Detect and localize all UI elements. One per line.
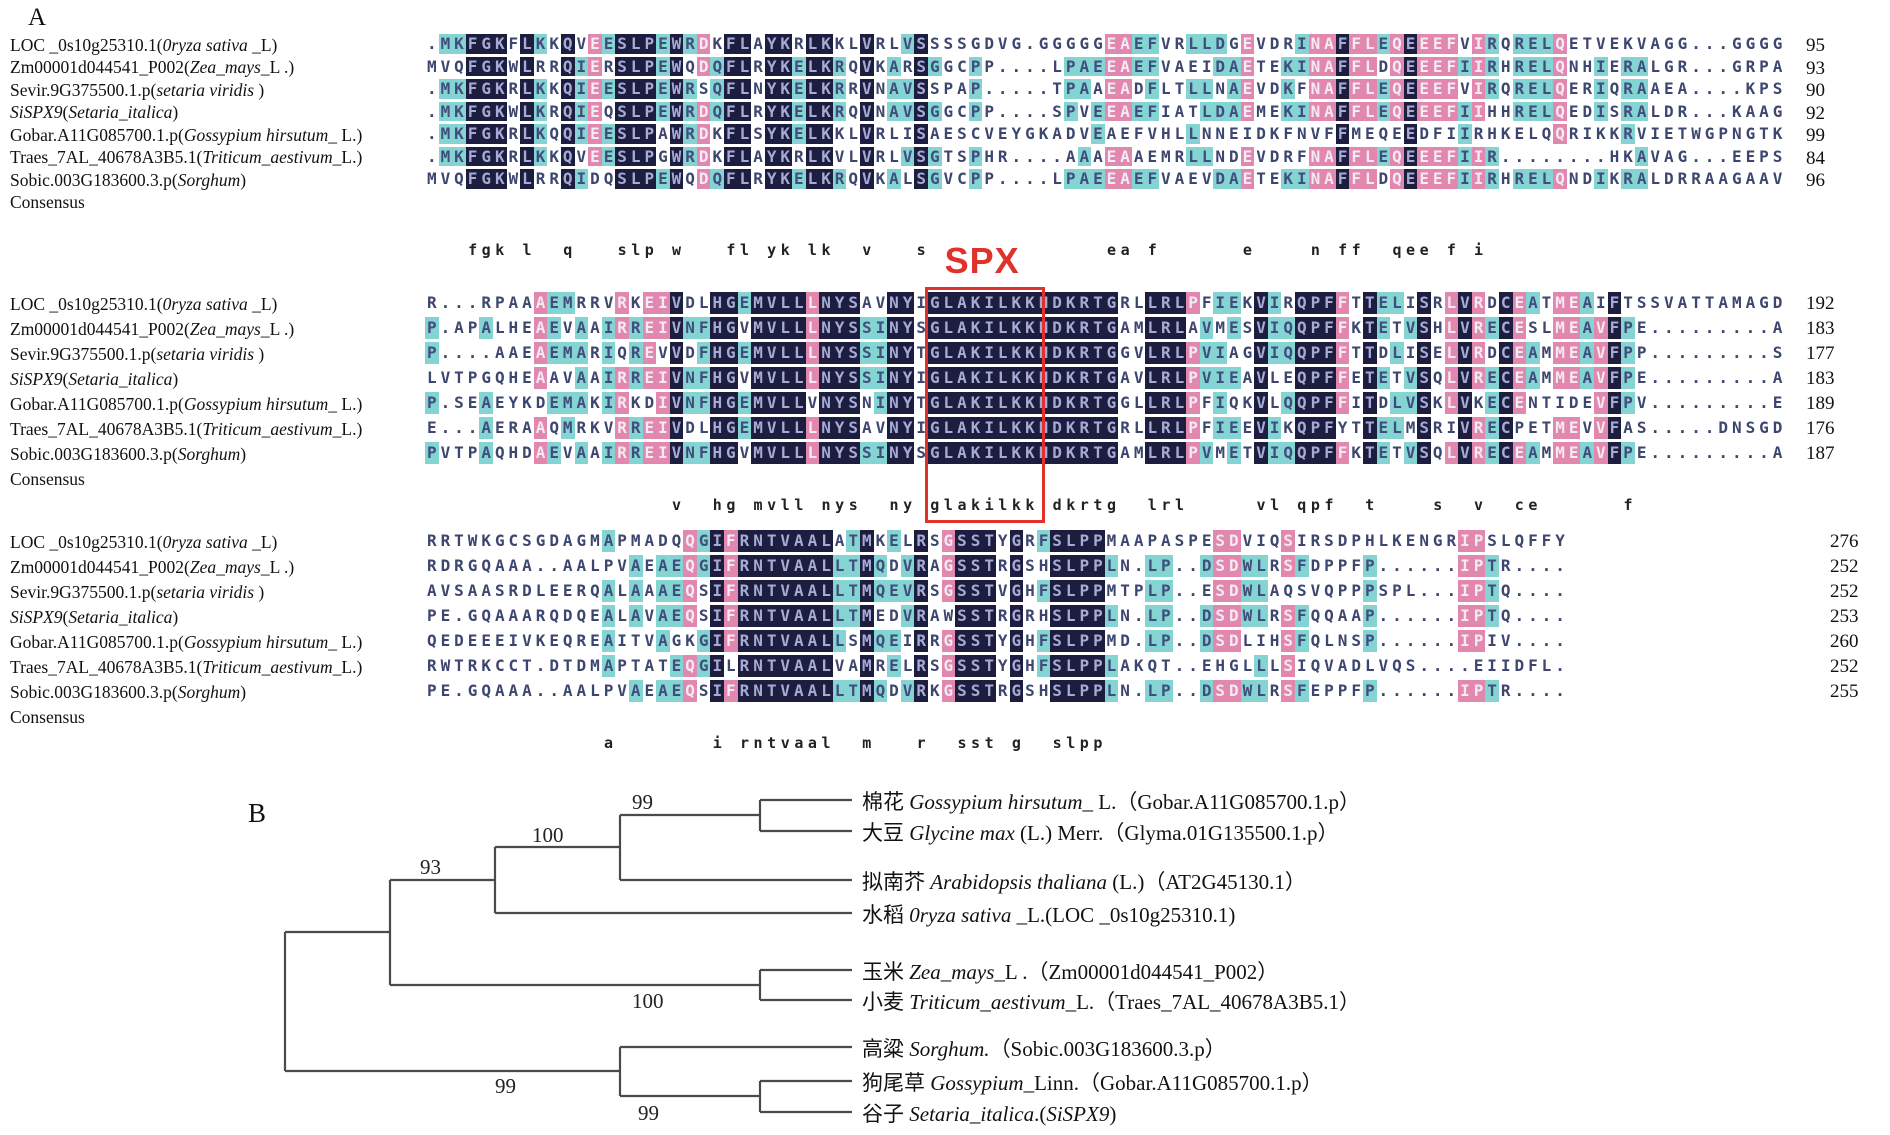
residue-count: 252: [1830, 556, 1859, 577]
tree-leaf-label: 狗尾草 Gossypium_Linn.（Gobar.A11G085700.1.p…: [862, 1071, 1323, 1095]
panel-b-label: B: [248, 798, 267, 828]
tree-leaf-label: 谷子 Setaria_italica.(SiSPX9): [862, 1102, 1117, 1126]
residue-count: 177: [1806, 343, 1835, 364]
sequence-label: LOC _0s10g25310.1(0ryza sativa _L): [10, 34, 278, 55]
sequence-label: LOC _0s10g25310.1(0ryza sativa _L): [10, 294, 278, 314]
spx-domain-box: [925, 287, 1045, 523]
sequence-label: Gobar.A11G085700.1.p(Gossypium hirsutum_…: [10, 394, 363, 414]
sequence-label: Gobar.A11G085700.1.p(Gossypium hirsutum_…: [10, 124, 363, 145]
residue-count: 183: [1806, 318, 1835, 339]
sequence-label: Sobic.003G183600.3.p(Sorghum): [10, 169, 247, 190]
tree-leaf-label: 高粱 Sorghum.（Sobic.003G183600.3.p）: [862, 1037, 1226, 1061]
bootstrap-value: 93: [420, 855, 441, 879]
sequence-label: Traes_7AL_40678A3B5.1(Triticum_aestivum_…: [10, 147, 363, 168]
tree-leaf-label: 水稻 0ryza sativa _L.(LOC _0s10g25310.1): [862, 903, 1236, 927]
sequence-label: Zm00001d044541_P002(Zea_mays_L .): [10, 57, 295, 78]
sequence-label: Sevir.9G375500.1.p(setaria viridis ): [10, 79, 265, 100]
sequence-label: Sevir.9G375500.1.p(setaria viridis ): [10, 344, 265, 364]
residue-count: 187: [1806, 443, 1835, 464]
sequence-label: Sobic.003G183600.3.p(Sorghum): [10, 682, 247, 702]
residue-count: 189: [1806, 393, 1835, 414]
sequence-label: LOC _0s10g25310.1(0ryza sativa _L): [10, 532, 278, 552]
bootstrap-value: 100: [532, 823, 564, 847]
residue-count: 255: [1830, 681, 1859, 702]
residue-count: 176: [1806, 418, 1835, 439]
bootstrap-value: 99: [632, 790, 653, 814]
sequence-label: Gobar.A11G085700.1.p(Gossypium hirsutum_…: [10, 632, 363, 652]
sequence-label: Sobic.003G183600.3.p(Sorghum): [10, 444, 247, 464]
residue-count: 93: [1806, 57, 1825, 79]
sequence-label: SiSPX9(Setaria_italica): [10, 369, 179, 389]
residue-count: 183: [1806, 368, 1835, 389]
panel-a-label: A: [28, 4, 47, 31]
bootstrap-value: 100: [632, 989, 664, 1013]
tree-leaf-label: 棉花 Gossypium hirsutum_ L.（Gobar.A11G0857…: [862, 790, 1360, 814]
bootstrap-value: 99: [495, 1074, 516, 1098]
bootstrap-value: 99: [638, 1101, 659, 1125]
residue-count: 192: [1806, 293, 1835, 314]
sequence-label: SiSPX9(Setaria_italica): [10, 607, 179, 627]
sequence-label: Sevir.9G375500.1.p(setaria viridis ): [10, 582, 265, 602]
consensus-row-label: Consensus: [10, 192, 85, 213]
sequence-label: SiSPX9(Setaria_italica): [10, 102, 179, 123]
residue-count: 99: [1806, 125, 1825, 146]
residue-count: 252: [1830, 581, 1859, 602]
sequence-label: Traes_7AL_40678A3B5.1(Triticum_aestivum_…: [10, 657, 363, 677]
residue-count: 276: [1830, 531, 1859, 552]
consensus-row-label: Consensus: [10, 707, 85, 727]
residue-count: 92: [1806, 102, 1825, 124]
residue-count: 95: [1806, 35, 1825, 56]
residue-count: 96: [1806, 170, 1825, 191]
tree-leaf-label: 大豆 Glycine max (L.) Merr.（Glyma.01G13550…: [862, 821, 1339, 845]
residue-count: 90: [1806, 80, 1825, 101]
sequence-label: Zm00001d044541_P002(Zea_mays_L .): [10, 319, 295, 339]
residue-count: 260: [1830, 631, 1859, 652]
residue-count: 253: [1830, 606, 1859, 627]
residue-count: 252: [1830, 656, 1859, 677]
tree-leaf-label: 玉米 Zea_mays_L .（Zm00001d044541_P002）: [862, 960, 1279, 984]
tree-leaf-label: 拟南芥 Arabidopsis thaliana (L.)（AT2G45130.…: [862, 870, 1306, 894]
tree-leaf-label: 小麦 Triticum_aestivum_L.（Traes_7AL_40678A…: [862, 990, 1360, 1014]
sequence-label: Traes_7AL_40678A3B5.1(Triticum_aestivum_…: [10, 419, 363, 439]
consensus-row-label: Consensus: [10, 469, 85, 489]
sequence-label: Zm00001d044541_P002(Zea_mays_L .): [10, 557, 295, 577]
spx-domain-label: SPX: [944, 240, 1020, 281]
residue-count: 84: [1806, 147, 1825, 169]
